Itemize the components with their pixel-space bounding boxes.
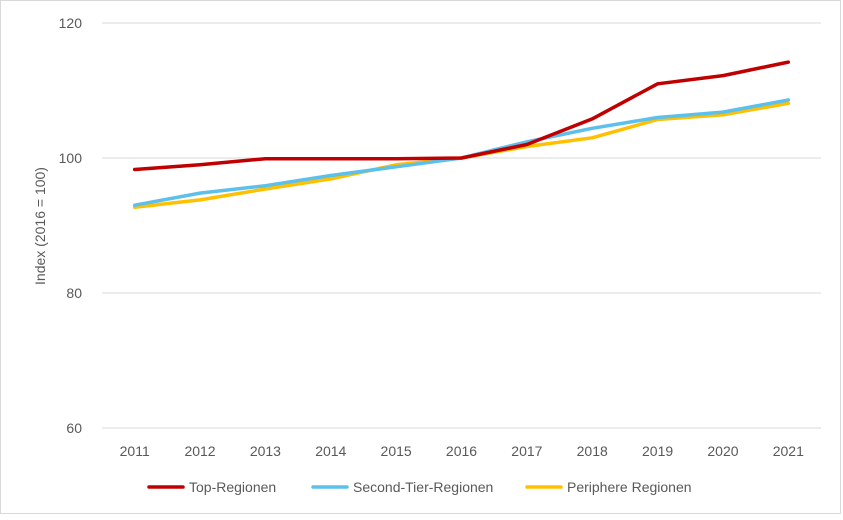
x-tick-label: 2020: [707, 443, 738, 459]
series-line-2: [132, 101, 791, 210]
series-line-1: [132, 98, 791, 207]
y-tick-label: 60: [66, 420, 82, 436]
x-tick-label: 2018: [577, 443, 608, 459]
y-tick-label: 100: [59, 150, 83, 166]
y-axis-label: Index (2016 = 100): [32, 167, 48, 285]
legend-label: Second-Tier-Regionen: [353, 479, 493, 495]
x-tick-label: 2019: [642, 443, 673, 459]
x-tick-labels: 2011 2012 2013 2014 2015 2016 2017 2018 2019 2020…: [120, 443, 804, 459]
x-tick-label: 2015: [381, 443, 412, 459]
x-tick-label: 2016: [446, 443, 477, 459]
gridlines: [102, 22, 821, 429]
y-tick-label: 80: [66, 285, 82, 301]
legend-label: Periphere Regionen: [567, 479, 692, 495]
x-tick-label: 2013: [250, 443, 281, 459]
series-line-0: [132, 60, 791, 172]
y-tick-label: 120: [59, 15, 83, 31]
legend: Top-Regionen Second-Tier-Regionen Peripher…: [147, 479, 692, 495]
legend-label: Top-Regionen: [189, 479, 276, 495]
x-tick-label: 2011: [120, 443, 150, 459]
x-tick-label: 2021: [773, 443, 804, 459]
series-lines: [132, 60, 791, 210]
x-tick-label: 2014: [315, 443, 346, 459]
x-tick-label: 2012: [184, 443, 215, 459]
x-tick-label: 2017: [511, 443, 542, 459]
y-tick-labels: 60 80 100 120: [59, 15, 83, 436]
